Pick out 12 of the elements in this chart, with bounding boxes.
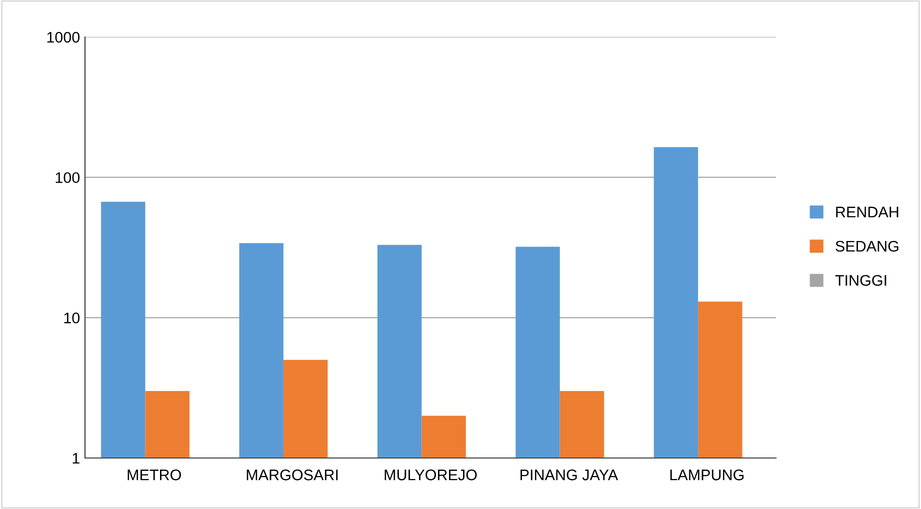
x-tick-label: PINANG JAYA — [520, 470, 618, 480]
legend-label: TINGGI — [835, 275, 886, 286]
y-tick-label: 1 — [72, 453, 80, 464]
y-tick-label: 10 — [64, 312, 80, 324]
legend-label: RENDAH — [836, 206, 898, 218]
legend-label: SEDANG — [836, 240, 898, 252]
x-tick-label: LAMPUNG — [670, 470, 744, 480]
y-tick-label: 1000 — [47, 32, 80, 43]
x-tick-label: METRO — [128, 470, 181, 480]
y-tick-label: 100 — [56, 172, 80, 184]
x-tick-label: MULYOREJO — [384, 470, 477, 480]
x-tick-label: MARGOSARI — [246, 470, 338, 480]
